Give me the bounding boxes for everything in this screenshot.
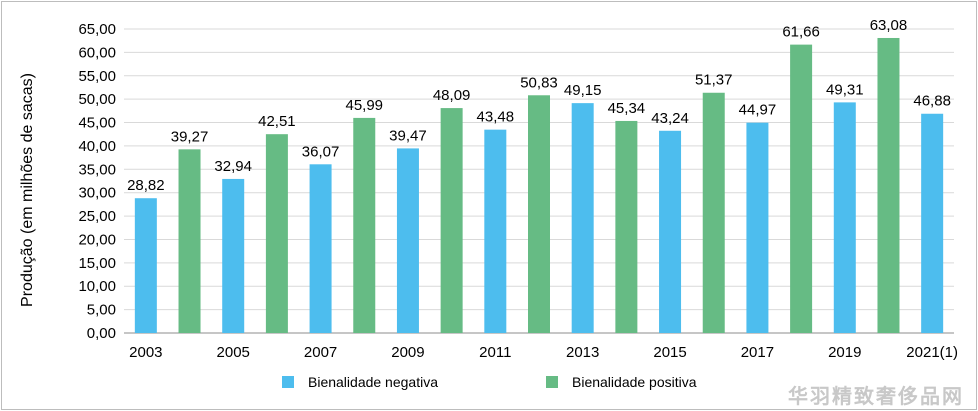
y-tick-label: 50,00	[78, 91, 116, 108]
y-tick-label: 5,00	[87, 302, 116, 319]
data-label-2018: 61,66	[782, 24, 820, 41]
bar-2017	[746, 122, 769, 333]
x-axis-ticks: 2003 2005 2007 2009 2011 2013 2015 2017 2019 2021…	[129, 344, 958, 361]
x-tick-label: 2015	[653, 344, 686, 361]
y-tick-label: 55,00	[78, 68, 116, 85]
data-label-2007: 36,07	[302, 143, 340, 160]
bar-2016	[702, 92, 725, 333]
data-label-2005: 32,94	[214, 158, 252, 175]
x-tick-label: 2007	[304, 344, 337, 361]
bar-2011	[484, 129, 507, 333]
data-label-2011: 43,48	[477, 109, 515, 126]
y-tick-label: 20,00	[78, 231, 116, 248]
bar-2006	[265, 134, 288, 333]
data-label-2021: 46,88	[913, 93, 951, 110]
x-tick-label: 2011	[479, 344, 511, 361]
bar-2020	[877, 37, 900, 334]
legend-item-negativa: Bienalidade negativa	[282, 374, 438, 390]
x-tick-label: 2019	[828, 344, 861, 361]
y-axis-title: Produção (em milhões de sacas)	[19, 73, 36, 307]
y-tick-label: 45,00	[78, 115, 116, 132]
data-label-2004: 39,27	[171, 128, 209, 145]
bars	[134, 37, 944, 334]
bar-2009	[396, 148, 419, 333]
data-label-2013: 49,15	[564, 82, 602, 99]
data-label-2014: 45,34	[608, 100, 646, 117]
bar-2005	[222, 178, 245, 333]
y-tick-label: 25,00	[78, 208, 116, 225]
data-label-2019: 49,31	[826, 81, 864, 98]
legend: Bienalidade negativa Bienalidade positiv…	[0, 374, 978, 396]
x-tick-label: 2009	[391, 344, 424, 361]
legend-swatch-negativa	[282, 376, 294, 388]
x-tick-label: 2017	[741, 344, 774, 361]
bar-2013	[571, 103, 594, 333]
y-axis-ticks: 0,00 5,00 10,00 15,00 20,00 25,00 30,00 35,00 40…	[78, 21, 116, 342]
bar-2003	[134, 198, 157, 333]
bar-2008	[353, 117, 376, 333]
bar-2004	[178, 149, 201, 333]
data-label-2009: 39,47	[389, 127, 427, 144]
bar-2021	[921, 113, 944, 333]
y-tick-label: 30,00	[78, 185, 116, 202]
legend-swatch-positiva	[546, 376, 558, 388]
bar-2019	[833, 102, 856, 333]
data-label-2012: 50,83	[520, 74, 558, 91]
y-tick-label: 10,00	[78, 278, 116, 295]
legend-item-positiva: Bienalidade positiva	[546, 374, 697, 390]
x-tick-label: 2013	[566, 344, 599, 361]
y-tick-label: 40,00	[78, 138, 116, 155]
data-label-2006: 42,51	[258, 113, 296, 130]
y-tick-label: 35,00	[78, 161, 116, 178]
legend-label-negativa: Bienalidade negativa	[308, 374, 438, 390]
data-label-2008: 45,99	[345, 97, 383, 114]
watermark: 华羽精致奢侈品网	[788, 384, 964, 408]
y-tick-label: 60,00	[78, 44, 116, 61]
y-tick-label: 0,00	[87, 325, 116, 342]
data-label-2017: 44,97	[739, 102, 777, 119]
data-label-2016: 51,37	[695, 72, 733, 89]
legend-label-positiva: Bienalidade positiva	[572, 374, 697, 390]
bar-2012	[528, 95, 550, 333]
bar-2015	[659, 130, 682, 333]
data-label-2020: 63,08	[870, 17, 908, 34]
y-tick-label: 65,00	[78, 21, 116, 38]
x-tick-label: 2003	[129, 344, 162, 361]
chart-plot: 0,00 5,00 10,00 15,00 20,00 25,00 30,00 35,00 40…	[19, 17, 958, 361]
bar-2007	[309, 164, 332, 333]
bar-2010	[440, 108, 463, 334]
x-tick-label: 2021(1)	[906, 344, 958, 361]
bar-2014	[615, 120, 638, 334]
bar-2018	[790, 44, 813, 334]
data-label-2015: 43,24	[651, 110, 689, 127]
x-tick-label: 2005	[217, 344, 250, 361]
y-tick-label: 15,00	[78, 255, 116, 272]
data-label-2010: 48,09	[433, 87, 471, 104]
data-label-2003: 28,82	[127, 177, 165, 194]
data-labels: 28,82 39,27 32,94 42,51 36,07 45,99 39,47 48,09…	[127, 17, 951, 194]
